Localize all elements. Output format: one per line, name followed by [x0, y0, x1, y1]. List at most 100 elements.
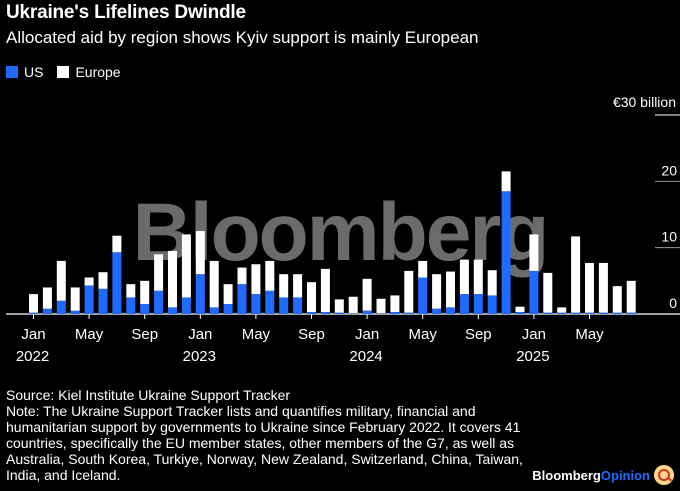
bar-europe — [487, 270, 497, 296]
source-text: Source: Kiel Institute Ukraine Support T… — [6, 387, 291, 403]
bar-europe — [598, 262, 608, 313]
x-tick-label: May — [409, 326, 438, 343]
chart-subtitle: Allocated aid by region shows Kyiv suppo… — [6, 28, 479, 47]
bar-europe — [557, 307, 567, 313]
brand-name: Bloomberg — [532, 467, 601, 483]
note-text: Note: The Ukraine Support Tracker lists … — [6, 403, 523, 483]
bar-europe — [418, 260, 428, 278]
bar-europe — [140, 280, 150, 305]
bar-us — [404, 312, 414, 314]
x-tick-label: Jan — [522, 326, 546, 343]
bar-us — [56, 300, 66, 314]
y-tick-label: 20 — [661, 162, 677, 178]
bar-europe — [98, 272, 108, 289]
bar-us — [515, 312, 525, 314]
x-tick-label: Jan — [21, 326, 45, 343]
bar-us — [543, 312, 553, 314]
bar-europe — [84, 277, 94, 286]
bar-europe — [209, 260, 219, 308]
bar-us — [585, 312, 594, 314]
legend-swatch-us — [6, 66, 18, 78]
bar-us — [98, 288, 108, 314]
bar-europe — [265, 260, 275, 291]
bar-europe — [334, 299, 344, 313]
bar-us — [195, 274, 205, 314]
bar-us — [140, 304, 150, 314]
y-tick-label: €30 billion — [613, 94, 676, 110]
bar-europe — [348, 296, 358, 314]
bar-europe — [307, 282, 316, 313]
bar-europe — [432, 274, 442, 309]
bar-us — [223, 304, 233, 314]
x-tick-label: Sep — [131, 326, 158, 343]
chart-legend: US Europe — [6, 64, 135, 80]
bar-europe — [376, 298, 386, 314]
bar-europe — [70, 287, 80, 311]
legend-item-europe: Europe — [57, 64, 121, 80]
bar-europe — [56, 260, 66, 301]
y-tick-label: 10 — [661, 229, 677, 245]
bar-europe — [237, 267, 247, 285]
x-tick-label: Sep — [465, 326, 492, 343]
bar-europe — [473, 259, 483, 295]
legend-label-europe: Europe — [75, 64, 121, 80]
bar-us — [334, 312, 344, 314]
legend-item-us: US — [6, 64, 43, 80]
bloomberg-opinion-logo: Bloomberg Opinion — [532, 465, 674, 485]
x-tick-label: May — [575, 326, 604, 343]
bar-europe — [362, 278, 372, 311]
bar-us — [237, 284, 247, 314]
y-tick-label: 0 — [669, 295, 677, 311]
bar-us — [376, 313, 386, 314]
bar-europe — [195, 231, 205, 275]
bar-us — [307, 312, 316, 314]
bar-us — [362, 310, 372, 314]
bar-europe — [501, 171, 511, 192]
bar-us — [293, 297, 303, 314]
x-year-label: 2022 — [16, 348, 49, 365]
bar-europe — [42, 287, 52, 309]
bar-europe — [251, 264, 261, 295]
x-year-label: 2024 — [349, 348, 382, 365]
legend-swatch-europe — [57, 66, 70, 78]
bar-europe — [585, 262, 594, 313]
bar-europe — [154, 254, 164, 291]
bar-europe — [446, 271, 455, 308]
bar-us — [459, 294, 469, 314]
bar-us — [112, 252, 122, 314]
bar-us — [571, 312, 581, 314]
bloomberg-watermark: Bloomberg — [133, 187, 548, 278]
bar-us — [432, 308, 442, 314]
bar-us — [487, 295, 497, 314]
bar-europe — [390, 295, 400, 313]
bar-europe — [29, 294, 38, 313]
x-tick-label: May — [75, 326, 104, 343]
bar-us — [70, 310, 80, 314]
bar-europe — [626, 280, 636, 313]
bar-europe — [112, 235, 122, 253]
bar-us — [418, 277, 428, 314]
x-tick-label: Sep — [298, 326, 325, 343]
bar-us — [168, 307, 177, 314]
bar-us — [473, 294, 483, 314]
bar-us — [390, 312, 400, 314]
bar-us — [154, 290, 164, 314]
bar-us — [598, 312, 608, 314]
bar-europe — [293, 274, 303, 298]
bar-us — [501, 191, 511, 314]
bar-us — [446, 307, 455, 314]
bar-europe — [515, 306, 525, 313]
bar-us — [529, 270, 539, 314]
x-tick-label: Jan — [355, 326, 379, 343]
bar-europe — [223, 284, 233, 305]
bar-europe — [320, 268, 330, 313]
bar-europe — [168, 250, 177, 308]
chart-footnote: Source: Kiel Institute Ukraine Support T… — [6, 387, 546, 483]
bar-us — [348, 313, 358, 314]
bar-europe — [181, 234, 191, 298]
zoom-icon[interactable] — [654, 465, 674, 485]
bar-us — [265, 290, 275, 314]
bar-us — [126, 297, 136, 314]
bar-europe — [279, 274, 289, 298]
bar-us — [29, 312, 38, 314]
